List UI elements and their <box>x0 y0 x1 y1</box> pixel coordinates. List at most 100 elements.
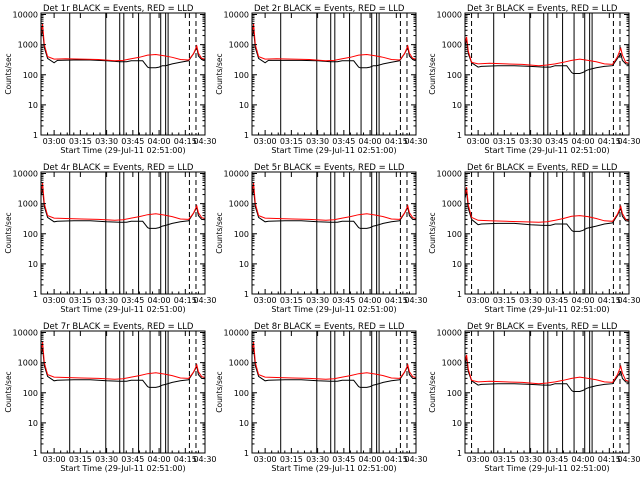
chart-panel-3: 1 10 100 1000 10000 03:00 03:15 03:30 03:45 04:00… <box>428 4 640 155</box>
y-tick-label: 100 <box>447 389 462 398</box>
y-axis-label: Counts/sec <box>428 371 437 412</box>
lld-series-line <box>464 36 630 67</box>
y-axis-label: Counts/sec <box>4 371 13 412</box>
lld-series-line <box>251 342 417 380</box>
plot-frame <box>251 330 417 454</box>
x-tick-label: 03:45 <box>121 455 144 464</box>
x-tick-label: 03:30 <box>519 455 542 464</box>
x-tick-label: 03:30 <box>95 296 118 305</box>
y-tick-label: 10 <box>239 101 249 110</box>
x-tick-label: 03:00 <box>43 137 66 146</box>
x-tick-label: 04:00 <box>572 137 595 146</box>
x-tick-label: 03:15 <box>69 137 92 146</box>
y-tick-label: 100 <box>447 71 462 80</box>
x-axis-label: Start Time (29-Jul-11 02:51:00) <box>60 305 185 314</box>
plot-frame <box>464 12 630 136</box>
x-tick-label: 03:00 <box>467 137 490 146</box>
x-tick-label: 03:15 <box>280 455 303 464</box>
x-tick-label: 03:45 <box>545 137 568 146</box>
x-axis-label: Start Time (29-Jul-11 02:51:00) <box>271 146 396 155</box>
lld-series-line <box>40 342 206 380</box>
x-tick-label: 03:15 <box>493 296 516 305</box>
x-tick-label: 03:15 <box>280 137 303 146</box>
y-tick-label: 10000 <box>13 170 38 179</box>
x-tick-label: 04:15 <box>598 137 621 146</box>
chart-title: Det 9r BLACK = Events, RED = LLD <box>467 322 618 332</box>
y-axis-label: Counts/sec <box>428 212 437 253</box>
x-tick-label: 03:00 <box>43 296 66 305</box>
plot-frame <box>251 171 417 295</box>
x-tick-label: 04:15 <box>598 455 621 464</box>
x-tick-label: 03:30 <box>306 296 329 305</box>
chart-title: Det 1r BLACK = Events, RED = LLD <box>43 4 194 14</box>
chart-panel-9: 1 10 100 1000 10000 03:00 03:15 03:30 03:45 04:00… <box>428 322 640 473</box>
chart-title: Det 7r BLACK = Events, RED = LLD <box>43 322 194 332</box>
y-tick-label: 100 <box>23 71 38 80</box>
x-tick-label: 04:00 <box>148 296 171 305</box>
y-tick-label: 1000 <box>229 41 249 50</box>
x-tick-label: 04:30 <box>404 296 427 305</box>
y-tick-label: 100 <box>234 230 249 239</box>
events-series-line <box>464 39 630 74</box>
y-tick-label: 10000 <box>437 170 462 179</box>
y-tick-label: 10000 <box>437 329 462 338</box>
x-axis-label: Start Time (29-Jul-11 02:51:00) <box>484 146 609 155</box>
y-tick-label: 10 <box>452 419 462 428</box>
y-tick-label: 1 <box>33 131 38 140</box>
y-tick-label: 10000 <box>437 11 462 20</box>
y-axis-label: Counts/sec <box>428 53 437 94</box>
y-tick-label: 10000 <box>13 329 38 338</box>
events-series-line <box>251 348 417 388</box>
x-tick-label: 03:30 <box>519 137 542 146</box>
y-tick-label: 1000 <box>229 200 249 209</box>
x-tick-label: 03:15 <box>69 455 92 464</box>
chart-panel-6: 1 10 100 1000 10000 03:00 03:15 03:30 03:45 04:00… <box>428 163 640 314</box>
events-series-line <box>251 30 417 69</box>
x-tick-label: 04:30 <box>193 137 216 146</box>
y-axis-label: Counts/sec <box>215 371 224 412</box>
x-tick-label: 04:15 <box>385 296 408 305</box>
events-series-line <box>464 191 630 232</box>
chart-panel-4: 1 10 100 1000 10000 03:00 03:15 03:30 03:45 04:00… <box>4 163 217 314</box>
x-tick-label: 04:00 <box>148 455 171 464</box>
x-axis-label: Start Time (29-Jul-11 02:51:00) <box>60 464 185 473</box>
x-tick-label: 03:45 <box>332 455 355 464</box>
y-tick-label: 100 <box>23 389 38 398</box>
plot-frame <box>251 12 417 136</box>
x-tick-label: 04:00 <box>359 137 382 146</box>
x-tick-label: 04:00 <box>359 455 382 464</box>
y-tick-label: 1000 <box>442 200 462 209</box>
x-tick-label: 03:30 <box>95 137 118 146</box>
y-tick-label: 1 <box>33 449 38 458</box>
chart-panel-1: 1 10 100 1000 10000 03:00 03:15 03:30 03:45 04:00… <box>4 4 217 155</box>
y-tick-label: 100 <box>447 230 462 239</box>
events-series-line <box>40 348 206 388</box>
x-axis-label: Start Time (29-Jul-11 02:51:00) <box>484 305 609 314</box>
x-tick-label: 04:00 <box>572 296 595 305</box>
lld-series-line <box>40 24 206 62</box>
x-axis-label: Start Time (29-Jul-11 02:51:00) <box>271 464 396 473</box>
y-tick-label: 10000 <box>224 11 249 20</box>
x-tick-label: 03:00 <box>254 296 277 305</box>
y-tick-label: 1 <box>33 290 38 299</box>
x-tick-label: 03:15 <box>493 137 516 146</box>
lld-series-line <box>251 24 417 62</box>
y-tick-label: 1 <box>457 290 462 299</box>
y-tick-label: 1000 <box>18 200 38 209</box>
y-tick-label: 10 <box>239 419 249 428</box>
x-axis-label: Start Time (29-Jul-11 02:51:00) <box>271 305 396 314</box>
chart-title: Det 4r BLACK = Events, RED = LLD <box>43 163 194 173</box>
chart-title: Det 8r BLACK = Events, RED = LLD <box>254 322 405 332</box>
lld-series-line <box>464 354 630 385</box>
y-tick-label: 1 <box>457 449 462 458</box>
events-series-line <box>40 189 206 229</box>
x-tick-label: 03:45 <box>545 296 568 305</box>
x-tick-label: 04:00 <box>148 137 171 146</box>
y-tick-label: 10 <box>452 101 462 110</box>
y-tick-label: 1000 <box>442 41 462 50</box>
x-tick-label: 03:30 <box>306 455 329 464</box>
chart-panel-7: 1 10 100 1000 10000 03:00 03:15 03:30 03:45 04:00… <box>4 322 217 473</box>
plot-frame <box>464 171 630 295</box>
x-tick-label: 04:15 <box>385 137 408 146</box>
y-tick-label: 100 <box>234 71 249 80</box>
